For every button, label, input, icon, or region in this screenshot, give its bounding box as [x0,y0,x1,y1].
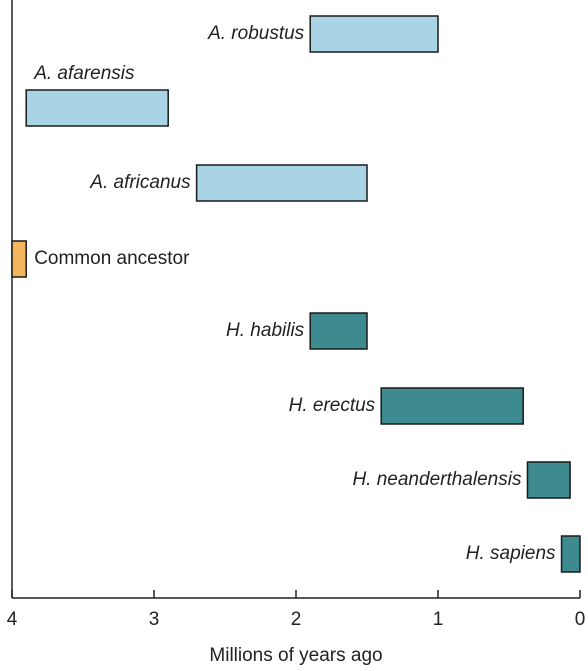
bar-label: A. afarensis [33,63,135,84]
x-tick-label: 2 [291,609,302,630]
x-axis-title: Millions of years ago [209,645,382,666]
bar [309,312,368,350]
bar [11,240,27,278]
bar-label: Common ancestor [34,248,190,269]
bar [560,535,581,573]
bar-label: A. robustus [207,23,305,44]
bar [380,387,524,425]
bar [526,461,571,499]
bar-label: H. neanderthalensis [352,469,521,490]
bar [195,164,368,202]
x-tick-label: 4 [7,609,18,630]
x-tick-label: 0 [575,609,586,630]
x-tick-label: 3 [149,609,160,630]
bar-label: H. habilis [226,320,305,341]
bar [25,89,169,127]
bar-label: H. sapiens [466,543,556,564]
bar-label: A. africanus [89,172,191,193]
x-tick-label: 1 [433,609,444,630]
bar-label: H. erectus [289,395,376,416]
bar [309,15,439,53]
